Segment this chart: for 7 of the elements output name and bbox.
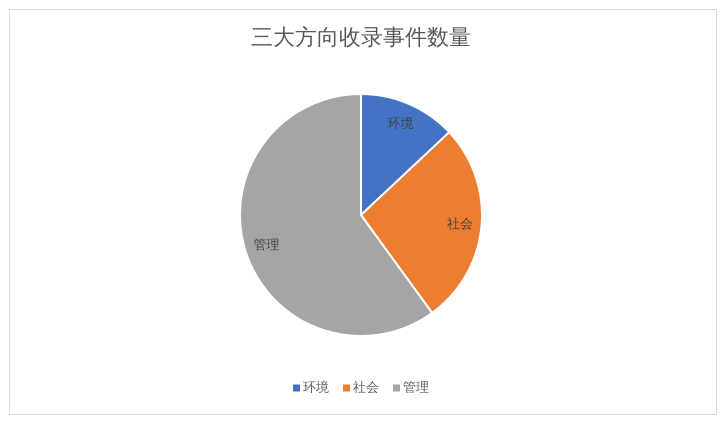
- legend-label: 社会: [353, 380, 379, 396]
- slice-label: 管理: [254, 238, 280, 254]
- legend-label: 管理: [403, 380, 429, 396]
- slice-label: 环境: [387, 115, 414, 132]
- chart-title: 三大方向收录事件数量: [251, 26, 471, 50]
- legend-label: 环境: [303, 380, 329, 396]
- slice-label: 社会: [446, 216, 473, 232]
